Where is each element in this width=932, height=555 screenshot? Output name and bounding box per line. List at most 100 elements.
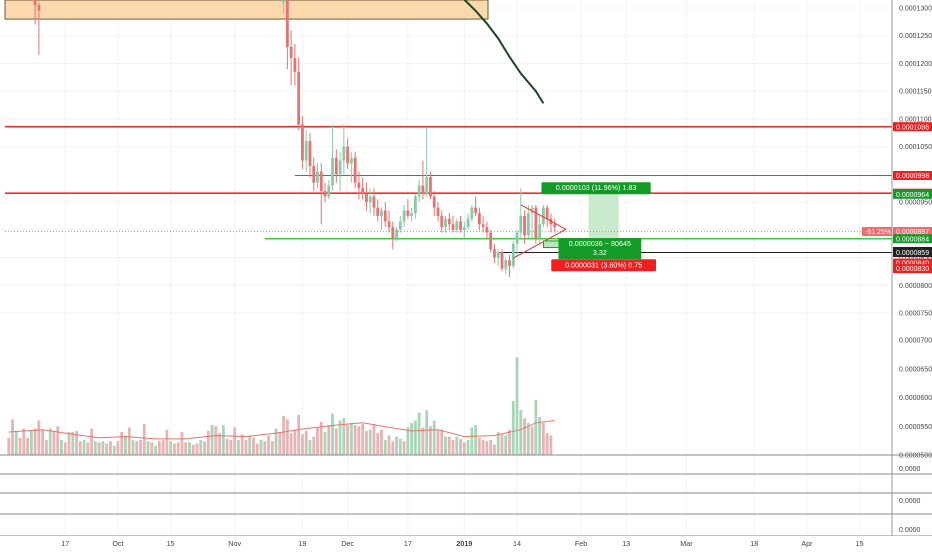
volume-bar: [485, 441, 489, 455]
candle-body: [37, 5, 41, 11]
panel-tick-label: 0.0000: [899, 527, 921, 534]
candle-body: [406, 210, 410, 216]
volume-bar: [105, 443, 109, 455]
volume-bar: [334, 428, 338, 455]
price-label-bg: [893, 189, 932, 199]
candle-body: [327, 185, 331, 197]
indicator-panels: 0.0000 0.0000 0.0000: [0, 454, 932, 537]
volume-bar: [199, 440, 203, 455]
volume-bar: [402, 441, 406, 455]
volume-bar: [395, 436, 398, 455]
candle-body: [402, 210, 406, 222]
volume-bar: [237, 440, 240, 455]
time-tick-label: 17: [404, 539, 412, 548]
candle-body: [33, 0, 37, 6]
volume-bar: [191, 444, 195, 455]
volume-bar: [346, 425, 350, 455]
volume-bar: [545, 433, 549, 455]
volume-bar: [86, 442, 90, 455]
volume-bar: [154, 445, 157, 455]
candle-body: [500, 252, 504, 269]
change-label-bg: [862, 226, 892, 236]
volume-bar: [221, 425, 225, 455]
annotation-label: 0.0000036 ~ 80645: [569, 239, 631, 248]
volume-bar: [489, 440, 493, 455]
volume-bar: [331, 413, 334, 455]
candle-body: [444, 218, 447, 228]
candle-body: [338, 160, 342, 175]
volume-bar: [410, 422, 414, 455]
candle-body: [361, 188, 365, 194]
volume-bar: [406, 427, 410, 455]
volume-bar: [301, 434, 304, 455]
price-tick-label: 0.0001100: [899, 116, 932, 123]
volume-bar: [67, 432, 71, 455]
candle-body: [425, 177, 429, 194]
triangle-upper-line: [520, 204, 567, 230]
time-axis[interactable]: 17 Oct 15 Nov 19 Dec 17 2019 14 Feb 13 Mar 18 Apr 15: [0, 536, 932, 550]
volume-bar: [470, 427, 474, 455]
volume-ma-line: [8, 420, 555, 440]
volume-bar: [308, 440, 312, 455]
price-tick-label: 0.0001200: [899, 61, 932, 68]
volume-bar: [481, 440, 485, 455]
volume-bar: [541, 422, 545, 455]
volume-bar: [534, 399, 538, 455]
volume-bar: [304, 430, 308, 455]
volume-bar: [451, 440, 455, 455]
candle-body: [421, 185, 425, 194]
volume-bar: [48, 428, 52, 455]
volume-bar: [398, 438, 402, 455]
candle-body: [312, 166, 316, 183]
candle-body: [342, 146, 346, 161]
volume-bar: [11, 419, 14, 455]
volume-bar: [511, 400, 515, 455]
candle-body: [410, 213, 414, 216]
volume-bar: [45, 440, 48, 455]
candle-body: [398, 221, 402, 230]
price-label-bg: [893, 170, 932, 180]
volume-bar: [466, 440, 470, 455]
volume-bar: [7, 437, 11, 455]
volume-bar: [274, 428, 278, 455]
volume-bar: [131, 440, 135, 455]
candle-body: [462, 227, 466, 230]
candle-body: [493, 249, 496, 258]
time-tick-label: 17: [61, 539, 69, 548]
horizontal-levels[interactable]: [5, 125, 892, 254]
volume-bar: [93, 441, 97, 455]
price-label: 0.0000897: [896, 229, 929, 236]
drawings[interactable]: [442, 0, 567, 259]
volume-bar: [146, 441, 150, 455]
time-tick-label: Mar: [680, 539, 693, 548]
volume-tick-label: 0.0000550: [899, 424, 932, 431]
candle-body: [519, 215, 523, 233]
volume-bar: [530, 426, 534, 455]
volume-bar: [135, 441, 139, 455]
candle-body: [346, 146, 350, 164]
volume-bar: [195, 443, 199, 455]
price-tick-label: 0.0000950: [899, 200, 932, 207]
price-axis-bg: [892, 0, 932, 550]
volume-bar: [173, 443, 176, 455]
candle-body: [331, 157, 334, 186]
volume-bars: [7, 357, 555, 455]
volume-bar: [368, 429, 372, 455]
volume-bar: [504, 435, 508, 455]
price-label: 0.0000859: [896, 250, 929, 257]
volume-bar: [169, 441, 173, 455]
price-label: 0.0001086: [896, 124, 929, 131]
volume-bar: [270, 441, 274, 455]
candle-body: [496, 252, 500, 258]
volume-bar: [459, 438, 462, 455]
volume-bar: [319, 421, 323, 455]
panel-tick-label: 0.0000: [899, 466, 921, 473]
volume-bar: [203, 441, 206, 455]
annotation-label-bg: [551, 259, 657, 272]
candle-body: [301, 124, 304, 161]
volume-bar: [184, 442, 188, 455]
volume-bar: [142, 423, 146, 455]
volume-bar: [214, 426, 218, 455]
